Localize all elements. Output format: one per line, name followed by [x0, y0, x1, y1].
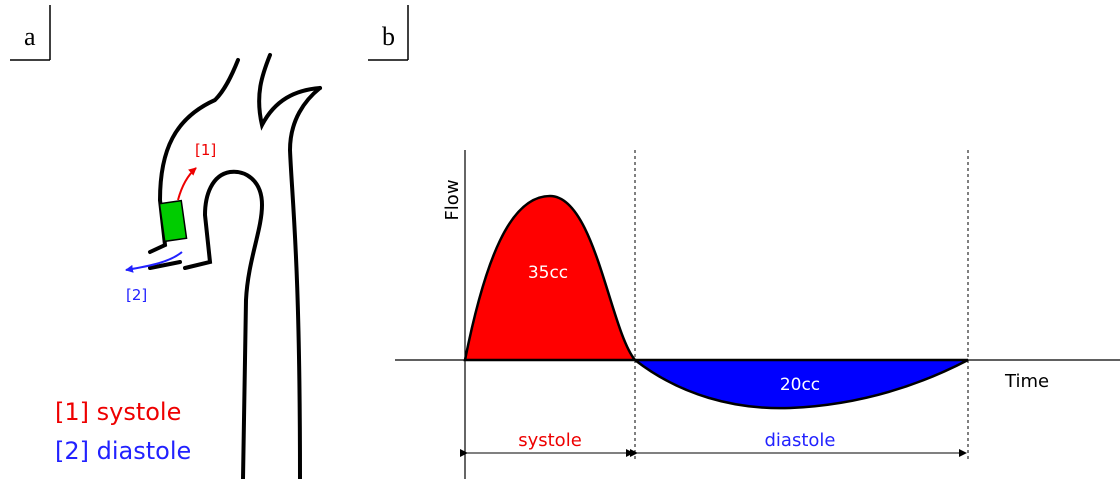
arrow-label: [2]	[126, 286, 147, 304]
phase-label: systole	[518, 430, 582, 451]
area-label: 35cc	[528, 263, 568, 283]
valve-device	[158, 199, 188, 243]
diastole-area	[631, 358, 969, 410]
arrow-label: [1]	[195, 141, 216, 159]
panel-a: a [1] [2] [1] systole [2] diastole	[10, 5, 322, 479]
x-axis-label: Time	[1004, 371, 1049, 392]
panel-b: b Flow Time 35cc 20cc systole diastole	[368, 5, 1120, 479]
systole-arrow	[177, 167, 197, 201]
legend-entry: [2] diastole	[55, 437, 191, 465]
panel-label: a	[24, 22, 36, 51]
panel-label: b	[382, 22, 395, 51]
diastole-arrow	[125, 251, 183, 273]
aorta	[148, 53, 322, 479]
legend-entry: [1] systole	[55, 398, 181, 426]
area-label: 20cc	[780, 375, 820, 395]
y-axis-label: Flow	[442, 179, 463, 220]
phase-label: diastole	[765, 430, 836, 451]
systole-area	[463, 194, 638, 362]
